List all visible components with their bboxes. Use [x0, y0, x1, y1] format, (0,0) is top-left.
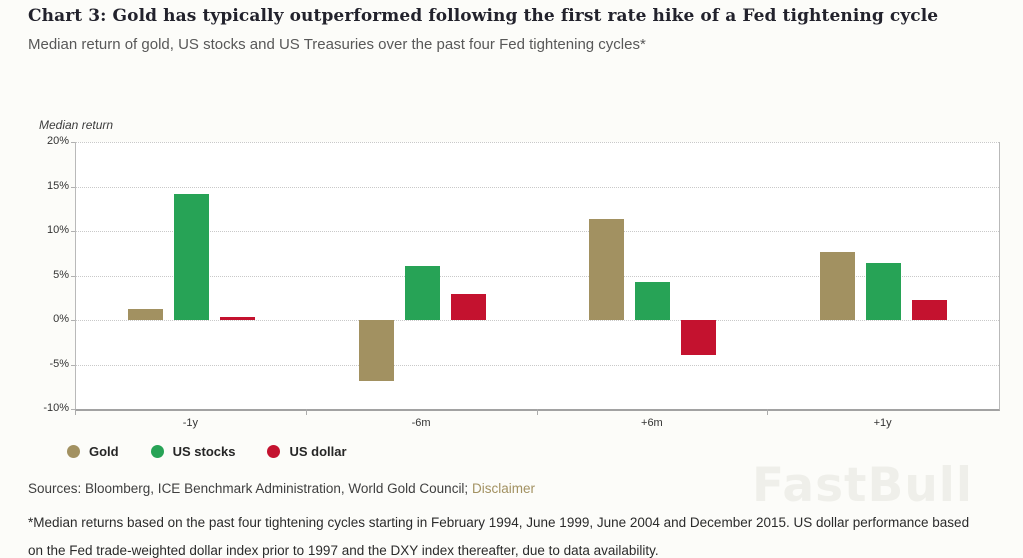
legend-label: US dollar	[289, 444, 347, 459]
bar--1y-gold	[127, 309, 163, 320]
y-axis-title: Median return	[39, 118, 114, 132]
gridline-10	[76, 231, 999, 232]
legend-dot-icon	[67, 445, 80, 458]
y-axis-label: 20%	[46, 135, 69, 147]
bar-+1y-us-dollar	[912, 300, 948, 320]
legend: Gold US stocks US dollar	[67, 444, 347, 459]
chart-subtitle: Median return of gold, US stocks and US …	[28, 36, 646, 53]
y-axis-tick	[71, 142, 75, 143]
bar-+1y-us-stocks	[866, 263, 902, 320]
legend-dot-icon	[150, 445, 164, 458]
gridline-5	[76, 275, 999, 277]
y-axis-label: 10%	[46, 224, 69, 236]
y-axis-label: -10%	[43, 402, 69, 414]
legend-label: US stocks	[172, 444, 236, 459]
y-axis-tick	[71, 409, 75, 410]
y-axis-tick	[71, 275, 75, 277]
x-axis-tick	[536, 409, 538, 415]
y-axis-label: -5%	[49, 357, 69, 370]
sources-text: Sources: Bloomberg, ICE Benchmark Admini…	[28, 481, 469, 496]
y-axis-label: 5%	[53, 268, 69, 281]
y-axis-tick	[71, 364, 75, 366]
bar--1y-us-dollar	[219, 317, 255, 320]
legend-item-us-stocks: US stocks	[150, 444, 236, 459]
plot-area	[75, 142, 1000, 411]
y-axis-label: 0%	[53, 313, 69, 325]
x-axis-tick	[75, 409, 76, 415]
y-axis-tick	[71, 231, 75, 232]
footnote: *Median returns based on the past four t…	[28, 515, 970, 558]
x-axis-label-+6m: +6m	[641, 417, 663, 429]
bar-+6m-gold	[589, 218, 625, 320]
bar--1y-us-stocks	[173, 193, 209, 320]
bar-+1y-gold	[820, 252, 856, 320]
y-axis-tick	[71, 186, 75, 188]
x-axis-label-+1y: +1y	[873, 417, 892, 429]
x-axis-label--6m: -6m	[411, 417, 431, 429]
bar--6m-us-stocks	[404, 265, 440, 320]
y-axis-tick	[71, 320, 75, 321]
bar-+6m-us-stocks	[635, 281, 671, 320]
legend-item-gold: Gold	[67, 444, 119, 459]
legend-dot-icon	[267, 445, 281, 458]
x-axis-label--1y: -1y	[182, 417, 199, 429]
chart-title: Chart 3: Gold has typically outperformed…	[28, 6, 939, 26]
legend-label: Gold	[89, 444, 119, 459]
gridline-0	[76, 320, 999, 321]
bar-+6m-us-dollar	[681, 320, 717, 355]
x-axis-tick	[767, 409, 769, 415]
sources-line: Sources: Bloomberg, ICE Benchmark Admini…	[28, 481, 535, 496]
y-axis-label: 15%	[46, 179, 69, 192]
legend-item-us-dollar: US dollar	[267, 444, 347, 459]
gridline--5	[76, 364, 999, 366]
bar--6m-us-dollar	[450, 294, 486, 320]
bar--6m-gold	[358, 320, 394, 382]
gridline-20	[76, 142, 999, 143]
fastbull-watermark: FastBull	[752, 458, 974, 513]
x-axis-tick	[305, 409, 307, 415]
disclaimer-link[interactable]: Disclaimer	[471, 481, 535, 496]
gridline-15	[76, 186, 999, 188]
